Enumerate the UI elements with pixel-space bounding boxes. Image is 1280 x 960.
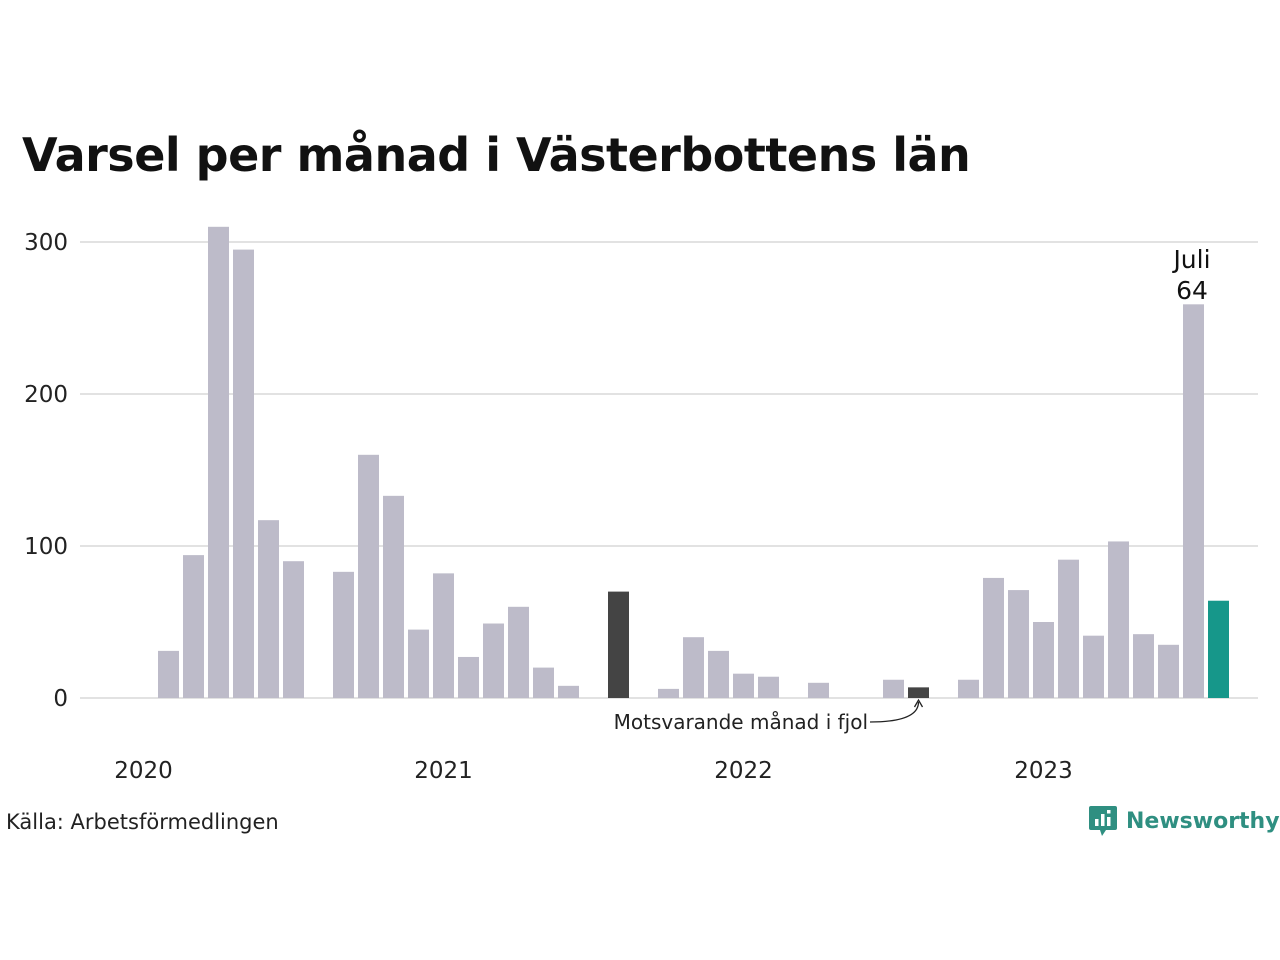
bars bbox=[158, 226, 1229, 699]
bar bbox=[808, 682, 829, 698]
annotation-arrow bbox=[869, 701, 920, 723]
x-tick-label: 2021 bbox=[414, 758, 473, 784]
bar bbox=[1008, 590, 1029, 698]
y-tick-label: 300 bbox=[24, 230, 68, 256]
bar bbox=[1158, 644, 1179, 698]
source-note: Källa: Arbetsförmedlingen bbox=[6, 810, 279, 834]
bar bbox=[1133, 634, 1154, 698]
bar bbox=[208, 226, 229, 699]
bar bbox=[433, 573, 454, 698]
bar bbox=[908, 687, 929, 698]
bar bbox=[158, 650, 179, 698]
bar bbox=[533, 667, 554, 698]
bar bbox=[358, 454, 379, 698]
bar bbox=[1108, 541, 1129, 698]
y-axis-ticks: 0 100 200 300 bbox=[24, 230, 68, 712]
x-tick-label: 2023 bbox=[1014, 758, 1073, 784]
bar bbox=[658, 688, 679, 698]
bar bbox=[283, 561, 304, 698]
highlight-value-label: 64 bbox=[1176, 276, 1208, 305]
bar bbox=[758, 676, 779, 698]
bar bbox=[1058, 559, 1079, 698]
bar bbox=[983, 577, 1004, 698]
bar bbox=[1208, 600, 1229, 698]
bar bbox=[883, 679, 904, 698]
bar bbox=[733, 673, 754, 698]
bar bbox=[558, 685, 579, 698]
y-tick-label: 0 bbox=[53, 686, 68, 712]
bar bbox=[608, 591, 629, 698]
x-tick-label: 2020 bbox=[114, 758, 173, 784]
x-axis-labels: 2020 2021 2022 2023 bbox=[114, 758, 1073, 784]
bar bbox=[483, 623, 504, 698]
chart-title: Varsel per månad i Västerbottens län bbox=[22, 128, 971, 182]
annotation-arrowhead bbox=[913, 698, 924, 708]
x-tick-label: 2022 bbox=[714, 758, 773, 784]
brand-logo: Newsworthy bbox=[1088, 804, 1280, 838]
bar bbox=[1083, 635, 1104, 698]
bar bbox=[958, 679, 979, 698]
bar bbox=[233, 249, 254, 698]
bar bbox=[708, 650, 729, 698]
highlight-month-label: Juli bbox=[1171, 245, 1210, 274]
bar bbox=[683, 637, 704, 698]
grid-lines bbox=[80, 241, 1258, 699]
bar bbox=[1183, 304, 1204, 698]
bar bbox=[258, 520, 279, 698]
bar bbox=[508, 606, 529, 698]
last-year-annotation: Motsvarande månad i fjol bbox=[614, 710, 868, 734]
y-tick-label: 200 bbox=[24, 382, 68, 408]
y-tick-label: 100 bbox=[24, 534, 68, 560]
bar bbox=[458, 656, 479, 698]
newsworthy-logo-icon bbox=[1089, 806, 1117, 836]
brand-name: Newsworthy bbox=[1126, 808, 1280, 834]
bar bbox=[1033, 622, 1054, 698]
bar bbox=[183, 555, 204, 698]
bar bbox=[408, 629, 429, 698]
bar bbox=[333, 571, 354, 698]
bar bbox=[383, 495, 404, 698]
